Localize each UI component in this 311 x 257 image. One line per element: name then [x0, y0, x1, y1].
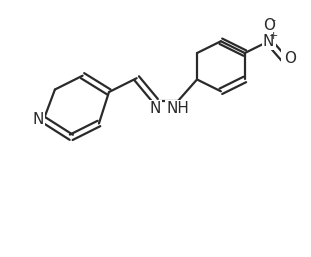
Text: O: O [263, 18, 275, 33]
Text: O: O [284, 51, 296, 66]
Text: N: N [32, 112, 44, 127]
Text: N: N [150, 101, 161, 116]
Text: +: + [268, 31, 278, 41]
Text: N: N [263, 34, 274, 49]
Text: NH: NH [167, 101, 190, 116]
Text: -: - [271, 15, 275, 25]
